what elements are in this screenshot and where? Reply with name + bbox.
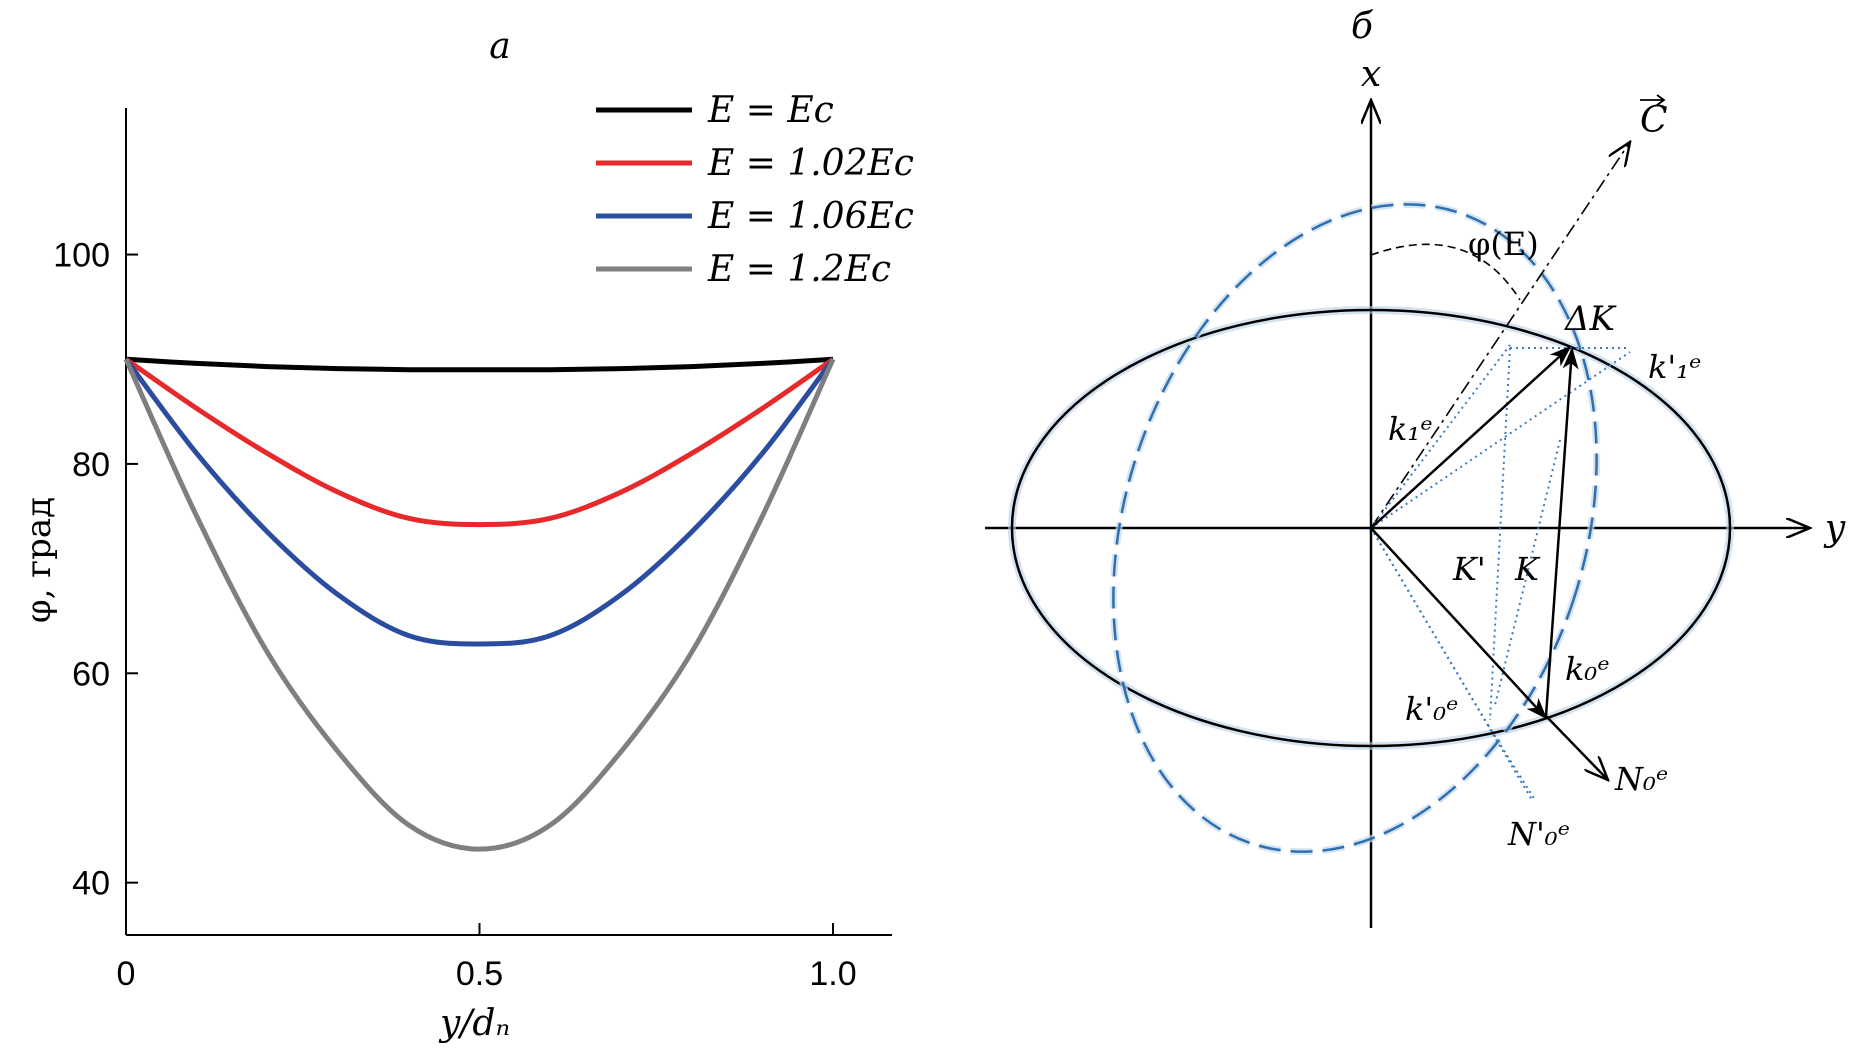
k0e-prime-label: k'₀ᵉ xyxy=(1405,690,1458,728)
legend-label-1: E = 1.02Eс xyxy=(707,143,914,184)
c-director-line xyxy=(1370,142,1630,529)
legend-label-2: E = 1.06Eс xyxy=(707,196,914,237)
legend: E = Eс E = 1.02Eс E = 1.06Eс E = 1.2Eс xyxy=(596,90,914,290)
phi-arc xyxy=(1370,243,1521,301)
k0e-label: k₀ᵉ xyxy=(1565,650,1610,688)
k1e-vector xyxy=(1370,345,1572,529)
diagram-panel-b: б x y C φ(E) xyxy=(985,6,1846,928)
y-tick-label: 60 xyxy=(72,655,110,693)
index-ellipse xyxy=(1010,308,1732,748)
series-line-3 xyxy=(123,358,836,852)
y-axis-label: φ, град xyxy=(19,497,59,623)
series-line-1 xyxy=(124,357,835,528)
phi-label: φ(E) xyxy=(1468,225,1539,263)
series-line-2 xyxy=(124,357,835,647)
k1e-prime-label: k'₁ᵉ xyxy=(1648,348,1701,386)
k0e-vector xyxy=(1370,527,1548,720)
diagram-x-label: x xyxy=(1361,54,1381,95)
series-lines xyxy=(123,356,836,852)
y-ticks: 40 60 80 100 xyxy=(53,237,138,903)
y-tick-label: 100 xyxy=(53,237,110,275)
legend-label-3: E = 1.2Eс xyxy=(707,249,891,290)
c-label: C xyxy=(1640,100,1668,141)
panel-b-label: б xyxy=(1351,6,1374,47)
panel-a-label: а xyxy=(489,26,510,67)
k-vector xyxy=(1544,347,1579,717)
x-ticks: 0 0.5 1.0 xyxy=(117,923,857,993)
x-axis-label: y/dₙ xyxy=(438,1003,510,1044)
x-tick-label: 0 xyxy=(117,955,136,993)
dashed-ellipse xyxy=(1112,203,1598,853)
x-tick-label: 1.0 xyxy=(809,955,856,993)
c-overarrow-icon xyxy=(1640,94,1666,106)
series-line-0 xyxy=(125,356,834,373)
k-label: K xyxy=(1514,550,1541,588)
y-tick-label: 80 xyxy=(72,446,110,484)
legend-label-0: E = Eс xyxy=(707,90,834,131)
diagram-y-label: y xyxy=(1823,508,1846,549)
k-prime-label: K' xyxy=(1452,550,1486,588)
delta-k-label: ΔK xyxy=(1563,299,1618,339)
n0e-prime-label: N'₀ᵉ xyxy=(1507,815,1570,853)
x-tick-label: 0.5 xyxy=(456,955,503,993)
y-tick-label: 40 xyxy=(72,865,110,903)
k1e-label: k₁ᵉ xyxy=(1388,410,1433,448)
n0e-label: N₀ᵉ xyxy=(1614,760,1668,798)
n0e-vector xyxy=(1545,715,1608,780)
